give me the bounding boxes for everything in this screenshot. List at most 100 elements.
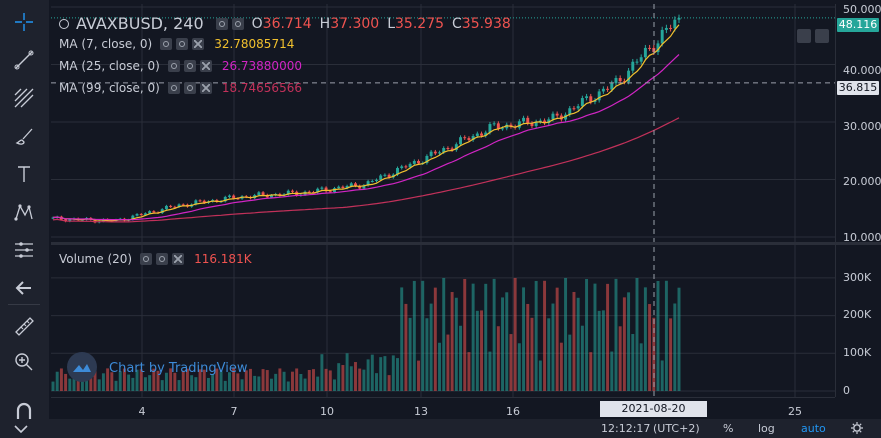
volume-bar bbox=[606, 283, 610, 391]
volume-bar bbox=[652, 317, 656, 391]
prediction-icon[interactable] bbox=[8, 236, 40, 264]
candle-body bbox=[446, 148, 450, 150]
volume-bar bbox=[585, 279, 589, 391]
volume-bar bbox=[475, 310, 479, 391]
percent-toggle[interactable]: % bbox=[723, 422, 734, 435]
candle-body bbox=[324, 187, 328, 192]
volume-bar bbox=[127, 374, 131, 391]
candle-body bbox=[316, 188, 320, 193]
ma25-value: 26.73880000 bbox=[221, 59, 302, 73]
settings-icon[interactable] bbox=[183, 82, 196, 94]
candle-body bbox=[496, 123, 500, 129]
volume-bar bbox=[660, 360, 664, 391]
candle-body bbox=[614, 78, 618, 84]
candle-body bbox=[517, 121, 521, 128]
volume-bar bbox=[509, 334, 513, 391]
candle-body bbox=[576, 106, 580, 109]
candle-body bbox=[459, 137, 463, 145]
close-icon[interactable] bbox=[199, 82, 212, 94]
candle-body bbox=[442, 148, 446, 153]
settings-icon[interactable] bbox=[183, 60, 196, 72]
watermark-text[interactable]: Chart by TradingView bbox=[109, 361, 248, 376]
magnet-icon[interactable] bbox=[8, 398, 40, 426]
tradingview-logo-icon[interactable] bbox=[67, 352, 97, 382]
volume-bar bbox=[664, 280, 668, 391]
candle-body bbox=[379, 175, 383, 180]
ma99-legend[interactable]: MA (99, close, 0) 18.74656566 bbox=[59, 81, 302, 95]
settings-icon[interactable] bbox=[176, 38, 189, 50]
price-chart[interactable] bbox=[51, 4, 835, 397]
settings-icon[interactable] bbox=[215, 17, 228, 30]
volume-bar bbox=[236, 373, 240, 391]
volume-bar bbox=[517, 343, 521, 391]
back-arrow-icon[interactable] bbox=[8, 274, 40, 302]
ma25-legend[interactable]: MA (25, close, 0) 26.73880000 bbox=[59, 59, 302, 73]
log-toggle[interactable]: log bbox=[758, 422, 775, 435]
ma99-value: 18.74656566 bbox=[221, 81, 302, 95]
settings-icon[interactable] bbox=[156, 253, 169, 265]
candle-body bbox=[580, 98, 584, 107]
volume-bar bbox=[669, 318, 673, 391]
scroll-down-icon[interactable] bbox=[797, 29, 811, 43]
candle-body bbox=[433, 151, 437, 154]
volume-bar bbox=[135, 369, 139, 391]
candle-body bbox=[181, 204, 185, 206]
volume-bar bbox=[551, 303, 555, 391]
gear-icon[interactable] bbox=[851, 422, 863, 434]
volume-bar bbox=[572, 291, 576, 391]
pane-separator[interactable] bbox=[51, 242, 881, 245]
price-tick: 10.000 bbox=[843, 231, 881, 244]
collapse-legend-icon[interactable] bbox=[59, 18, 69, 29]
trend-line-icon[interactable] bbox=[8, 46, 40, 74]
eye-icon[interactable] bbox=[167, 82, 180, 94]
volume-bar bbox=[568, 334, 572, 391]
volume-bar bbox=[198, 369, 202, 391]
eye-icon[interactable] bbox=[231, 17, 244, 30]
volume-bar bbox=[366, 359, 370, 391]
volume-bar bbox=[177, 380, 181, 391]
candle-body bbox=[438, 152, 441, 154]
time-tick: 10 bbox=[320, 405, 334, 418]
candle-body bbox=[194, 200, 198, 205]
pattern-icon[interactable] bbox=[8, 198, 40, 226]
zoom-in-icon[interactable] bbox=[8, 348, 40, 376]
candle-body bbox=[232, 195, 236, 199]
candle-body bbox=[547, 119, 551, 124]
ma7-legend[interactable]: MA (7, close, 0) 32.78085714 bbox=[59, 37, 294, 51]
time-scale-border bbox=[51, 397, 835, 398]
close-icon[interactable] bbox=[172, 253, 185, 265]
candle-body bbox=[488, 124, 492, 133]
volume-bar bbox=[454, 297, 458, 391]
volume-bar bbox=[93, 370, 97, 391]
eye-icon[interactable] bbox=[167, 60, 180, 72]
volume-bar bbox=[396, 358, 399, 391]
volume-bar bbox=[139, 369, 143, 391]
volume-bar bbox=[152, 368, 156, 391]
timezone[interactable]: (UTC+2) bbox=[653, 422, 700, 435]
volume-bar bbox=[97, 379, 101, 391]
brush-icon[interactable] bbox=[8, 122, 40, 150]
scroll-up-icon[interactable] bbox=[815, 29, 829, 43]
volume-bar bbox=[211, 374, 215, 391]
volume-bar bbox=[265, 370, 269, 391]
auto-toggle[interactable]: auto bbox=[801, 422, 826, 435]
close-icon[interactable] bbox=[192, 38, 205, 50]
crosshair-icon[interactable] bbox=[8, 8, 40, 36]
volume-value: 116.181K bbox=[194, 252, 252, 266]
volume-legend[interactable]: Volume (20) 116.181K bbox=[59, 252, 252, 266]
eye-icon[interactable] bbox=[160, 38, 173, 50]
candle-body bbox=[320, 187, 324, 189]
fib-retracement-icon[interactable] bbox=[8, 84, 40, 112]
candle-body bbox=[543, 120, 547, 124]
candle-body bbox=[164, 205, 168, 210]
eye-icon[interactable] bbox=[140, 253, 153, 265]
collapse-pane-icon[interactable] bbox=[14, 423, 28, 434]
candle-body bbox=[328, 191, 332, 193]
candle-body bbox=[526, 117, 530, 124]
candle-body bbox=[572, 108, 576, 110]
text-icon[interactable] bbox=[8, 160, 40, 188]
volume-bar bbox=[215, 368, 219, 391]
ruler-icon[interactable] bbox=[8, 312, 40, 340]
close-icon[interactable] bbox=[199, 60, 212, 72]
candle-body bbox=[589, 96, 593, 102]
